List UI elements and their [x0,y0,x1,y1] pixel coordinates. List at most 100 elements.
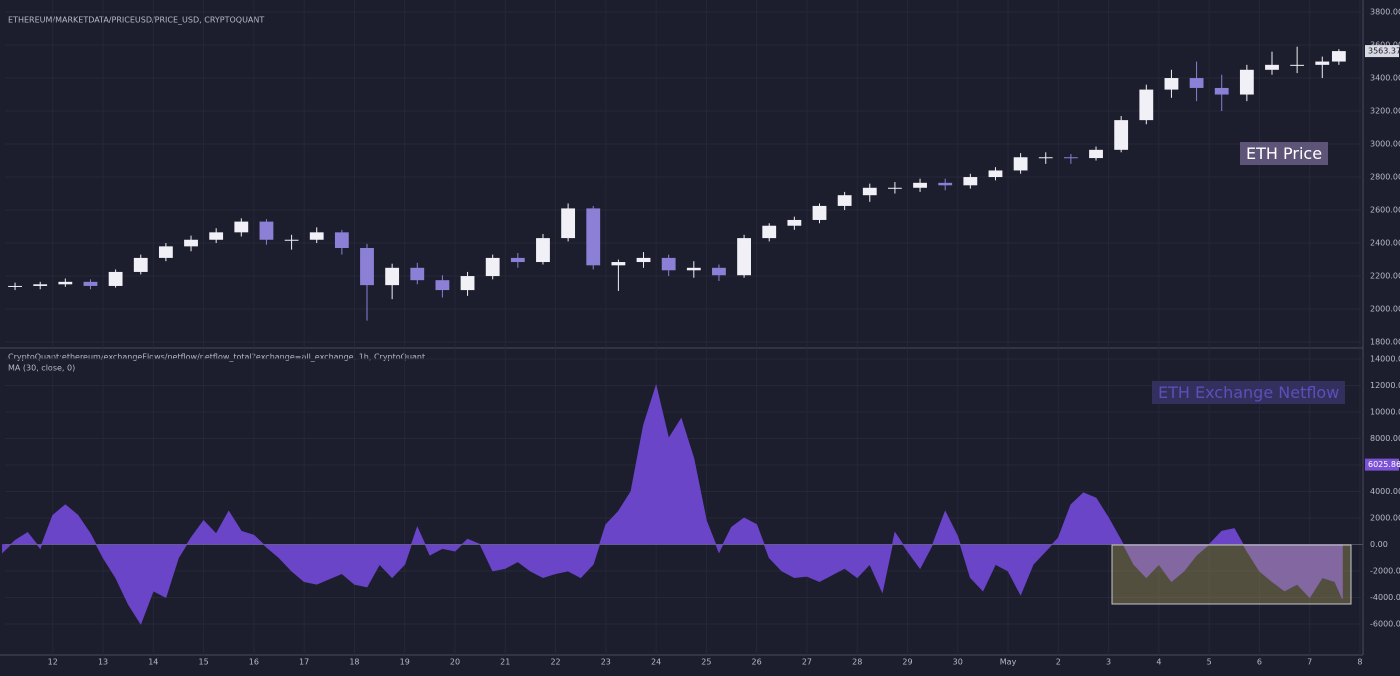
candle-body [485,257,500,277]
candle-body [209,232,224,240]
candle-body [787,219,802,226]
candle-body [963,177,978,186]
candle-body [334,232,349,249]
candle-body [762,225,777,239]
candle-body [1139,89,1154,121]
x-tick-label: 5 [1207,658,1212,667]
y-tick-label: 2000.00 [1370,305,1400,314]
highlight-box [1111,544,1352,605]
candle-body [33,284,48,286]
last-price-box [1365,45,1399,58]
candle-body [586,208,601,266]
netflow-annotation: ETH Exchange Netflow [1152,381,1346,404]
candle-body [1114,120,1129,150]
x-tick-label: 7 [1307,658,1312,667]
last-value-label: 6025.86 [1368,460,1400,469]
y-tick-label: 3600.00 [1370,41,1400,50]
y-tick-label: 3400.00 [1370,74,1400,83]
x-tick-label: 14 [148,658,158,667]
x-tick-label: 4 [1156,658,1161,667]
candle-body [1315,61,1330,65]
y-tick-label: -4000.00 [1370,593,1400,602]
y-tick-label: 0.00 [1370,540,1388,549]
x-tick-label: 3 [1106,658,1111,667]
x-tick-label: 20 [450,658,460,667]
candle-body [1038,157,1053,159]
candle-body [435,280,450,291]
candle-body [510,257,525,263]
candle-body [913,182,927,188]
candle-body [536,238,550,263]
candle-body [410,267,425,281]
candle-body [385,267,400,286]
price-annotation: ETH Price [1240,142,1329,165]
y-tick-label: 2800.00 [1370,173,1400,182]
x-tick-label: 22 [550,658,560,667]
y-tick-label: 12000.00 [1370,381,1400,390]
y-tick-label: 3200.00 [1370,107,1400,116]
y-tick-label: 4000.00 [1370,487,1400,496]
x-tick-label: 19 [400,658,410,667]
candle-body [837,195,852,206]
y-tick-label: 10000.00 [1370,407,1400,416]
x-tick-label: 23 [601,658,611,667]
candle-body [611,262,626,266]
y-tick-label: -2000.00 [1370,566,1400,575]
candle-body [661,257,676,271]
x-tick-label: 28 [852,658,862,667]
y-tick-label: 3000.00 [1370,140,1400,149]
x-tick-label: 25 [701,658,711,667]
candle-body [938,182,953,186]
y-tick-label: 2600.00 [1370,206,1400,215]
x-tick-label: 6 [1257,658,1262,667]
y-tick-label: 8000.00 [1370,434,1400,443]
candle-body [561,208,576,239]
x-tick-label: 2 [1056,658,1061,667]
x-tick-label: 15 [199,658,209,667]
candle-body [1331,51,1346,62]
last-value-box [1365,458,1399,471]
candle-body [737,238,751,276]
candle-body [862,187,877,196]
candle-body [712,267,726,276]
candle-body [1189,78,1204,88]
candle-body [83,281,98,286]
candle-body [184,239,198,247]
candle-body [1290,64,1305,66]
candle-body [686,267,701,271]
netflow-indicator: MA (30, close, 0) [8,364,75,373]
candle-body [133,257,148,272]
candle-body [1265,64,1279,70]
x-tick-label: 27 [802,658,812,667]
x-tick-label: 8 [1357,658,1362,667]
x-tick-label: 18 [349,658,359,667]
x-tick-label: 29 [902,658,912,667]
candle-body [1089,149,1103,159]
candle-body [1239,69,1254,95]
candle-body [1214,87,1229,95]
x-tick-label: 21 [500,658,510,667]
price-pane-title: ETHEREUM/MARKETDATA/PRICEUSD/PRICE_USD, … [8,16,264,25]
y-tick-label: 14000.00 [1370,354,1400,363]
x-tick-label: 30 [953,658,963,667]
candle-body [309,232,324,240]
candle-body [58,281,73,285]
candle-body [988,170,1003,178]
candle-body [259,221,274,240]
candle-body [888,187,902,189]
candle-body [284,239,299,241]
y-tick-label: 3800.00 [1370,8,1400,17]
netflow-area [2,383,1343,625]
candle-body [108,271,123,286]
y-tick-label: -6000.00 [1370,619,1400,628]
x-tick-label: 26 [752,658,762,667]
x-tick-label: 17 [299,658,309,667]
candle-body [460,276,475,291]
candle-body [1063,157,1078,159]
x-tick-label: 12 [48,658,58,667]
candle-body [8,285,22,287]
candle-body [636,257,651,263]
